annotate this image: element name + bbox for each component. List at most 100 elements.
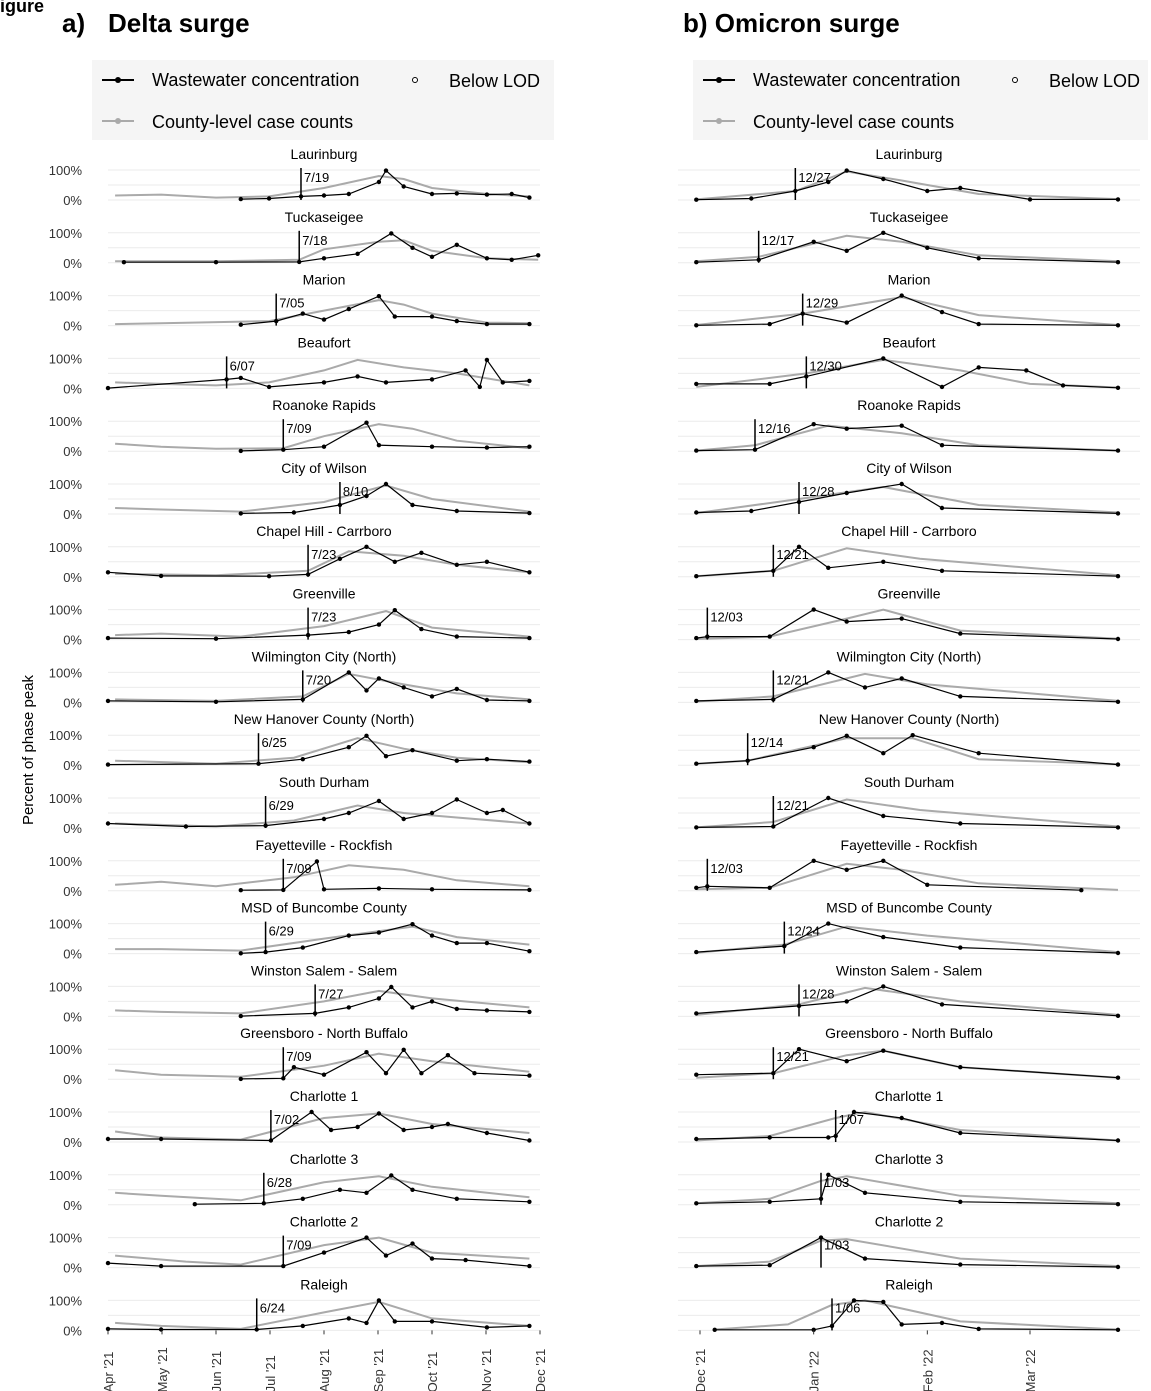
ww-point xyxy=(844,1059,849,1064)
ww-series-line xyxy=(240,421,530,452)
x-tick-label: Jul '21 xyxy=(263,1355,278,1391)
ww-point xyxy=(238,448,243,454)
ww-point xyxy=(429,933,435,938)
ww-point xyxy=(749,508,754,514)
ww-point xyxy=(410,748,415,753)
ww-point xyxy=(881,1048,886,1053)
y-tick-label: 100% xyxy=(49,791,83,806)
ww-point xyxy=(328,1127,334,1133)
facet-a-13: Winston Salem - Salem 100% 0% 7/27 xyxy=(49,962,540,1024)
case-series-line xyxy=(115,358,530,387)
facet-title: Winston Salem - Salem xyxy=(251,962,397,978)
ww-point xyxy=(1115,1138,1121,1143)
case-series-line xyxy=(696,358,1119,389)
ww-point xyxy=(862,1190,868,1196)
ww-point xyxy=(899,293,904,298)
onset-label: 12/21 xyxy=(776,672,809,687)
ww-point xyxy=(939,443,945,448)
ww-series-line xyxy=(696,1111,1119,1142)
y-tick-label: 100% xyxy=(49,1168,83,1183)
ww-point xyxy=(976,365,981,370)
ww-point xyxy=(410,1187,415,1193)
facet-b-2: Marion 12/29 xyxy=(678,272,1140,328)
ww-point xyxy=(364,544,369,549)
onset-label: 12/03 xyxy=(710,861,743,876)
facet-title: Raleigh xyxy=(300,1276,347,1292)
ww-series-line xyxy=(107,735,530,766)
ww-point xyxy=(484,321,490,327)
y-tick-label: 100% xyxy=(49,351,83,366)
ww-point xyxy=(309,1109,314,1115)
facet-b-10: South Durham 12/21 xyxy=(678,774,1140,830)
ww-point xyxy=(389,231,394,236)
ww-point xyxy=(881,751,886,756)
facet-a-15: Charlotte 1 100% 0% 7/02 xyxy=(49,1088,540,1150)
ww-point xyxy=(364,1235,369,1240)
legend-b-lod-marker xyxy=(1012,77,1018,83)
facet-title: Marion xyxy=(303,272,346,288)
ww-point xyxy=(337,556,343,561)
ww-point xyxy=(401,816,406,822)
facet-title: South Durham xyxy=(864,774,954,790)
facet-a-1: Tuckaseigee 100% 0% 7/18 xyxy=(49,209,541,271)
onset-label: 7/23 xyxy=(311,610,336,625)
y-tick-label: 100% xyxy=(49,477,83,492)
ww-point xyxy=(454,191,459,196)
ww-point xyxy=(454,318,459,324)
y-tick-label: 0% xyxy=(63,1198,82,1213)
ww-point xyxy=(811,1327,816,1333)
ww-point xyxy=(454,242,459,247)
ww-point xyxy=(472,1071,477,1076)
ww-point xyxy=(321,887,327,892)
ww-point xyxy=(454,940,459,946)
ww-point xyxy=(844,490,849,496)
ww-point xyxy=(484,810,490,816)
ww-point xyxy=(767,885,772,890)
ww-point xyxy=(376,886,382,891)
ww-series-line xyxy=(696,232,1119,263)
ww-point xyxy=(300,311,305,316)
legend-b-bg xyxy=(693,60,1148,140)
case-series-line xyxy=(696,862,1119,891)
ww-point xyxy=(939,1002,945,1007)
facet-title: Charlotte 2 xyxy=(875,1214,944,1230)
ww-point xyxy=(527,1323,532,1329)
ww-point xyxy=(300,945,305,950)
y-tick-label: 0% xyxy=(63,1261,82,1276)
onset-label: 7/09 xyxy=(286,861,311,876)
ww-point xyxy=(958,631,963,636)
facet-a-16: Charlotte 3 100% 0% 6/28 xyxy=(49,1151,540,1213)
y-tick-label: 0% xyxy=(63,758,82,773)
case-series-line xyxy=(696,1110,1119,1142)
y-tick-label: 100% xyxy=(49,540,83,555)
facet-title: Roanoke Rapids xyxy=(272,397,376,413)
legend-case-marker xyxy=(115,118,121,124)
ww-point xyxy=(158,1263,164,1269)
ww-point xyxy=(454,562,459,567)
ww-point xyxy=(958,1199,963,1205)
ww-point xyxy=(364,1320,369,1326)
y-tick-label: 0% xyxy=(63,633,82,648)
ww-point xyxy=(321,380,327,385)
ww-point xyxy=(105,1136,111,1142)
ww-point xyxy=(767,321,772,327)
facet-title: Greenville xyxy=(877,586,940,602)
ww-point xyxy=(105,570,111,575)
ww-point xyxy=(881,559,886,564)
ww-point xyxy=(527,510,532,516)
ww-point xyxy=(527,1073,532,1078)
case-series-line xyxy=(115,989,530,1015)
ww-point xyxy=(484,940,490,946)
ww-point xyxy=(527,195,532,200)
y-tick-label: 100% xyxy=(49,917,83,932)
ww-point xyxy=(527,698,532,704)
ww-point xyxy=(527,821,532,826)
ww-point xyxy=(105,698,111,704)
legend-lod-label: Below LOD xyxy=(449,71,540,91)
ww-point xyxy=(291,1065,297,1070)
onset-label: 12/28 xyxy=(802,986,835,1001)
case-series-line xyxy=(696,234,1119,263)
x-tick-label: Jun '21 xyxy=(209,1351,224,1391)
onset-label: 7/09 xyxy=(286,1049,311,1064)
ww-point xyxy=(392,314,397,319)
